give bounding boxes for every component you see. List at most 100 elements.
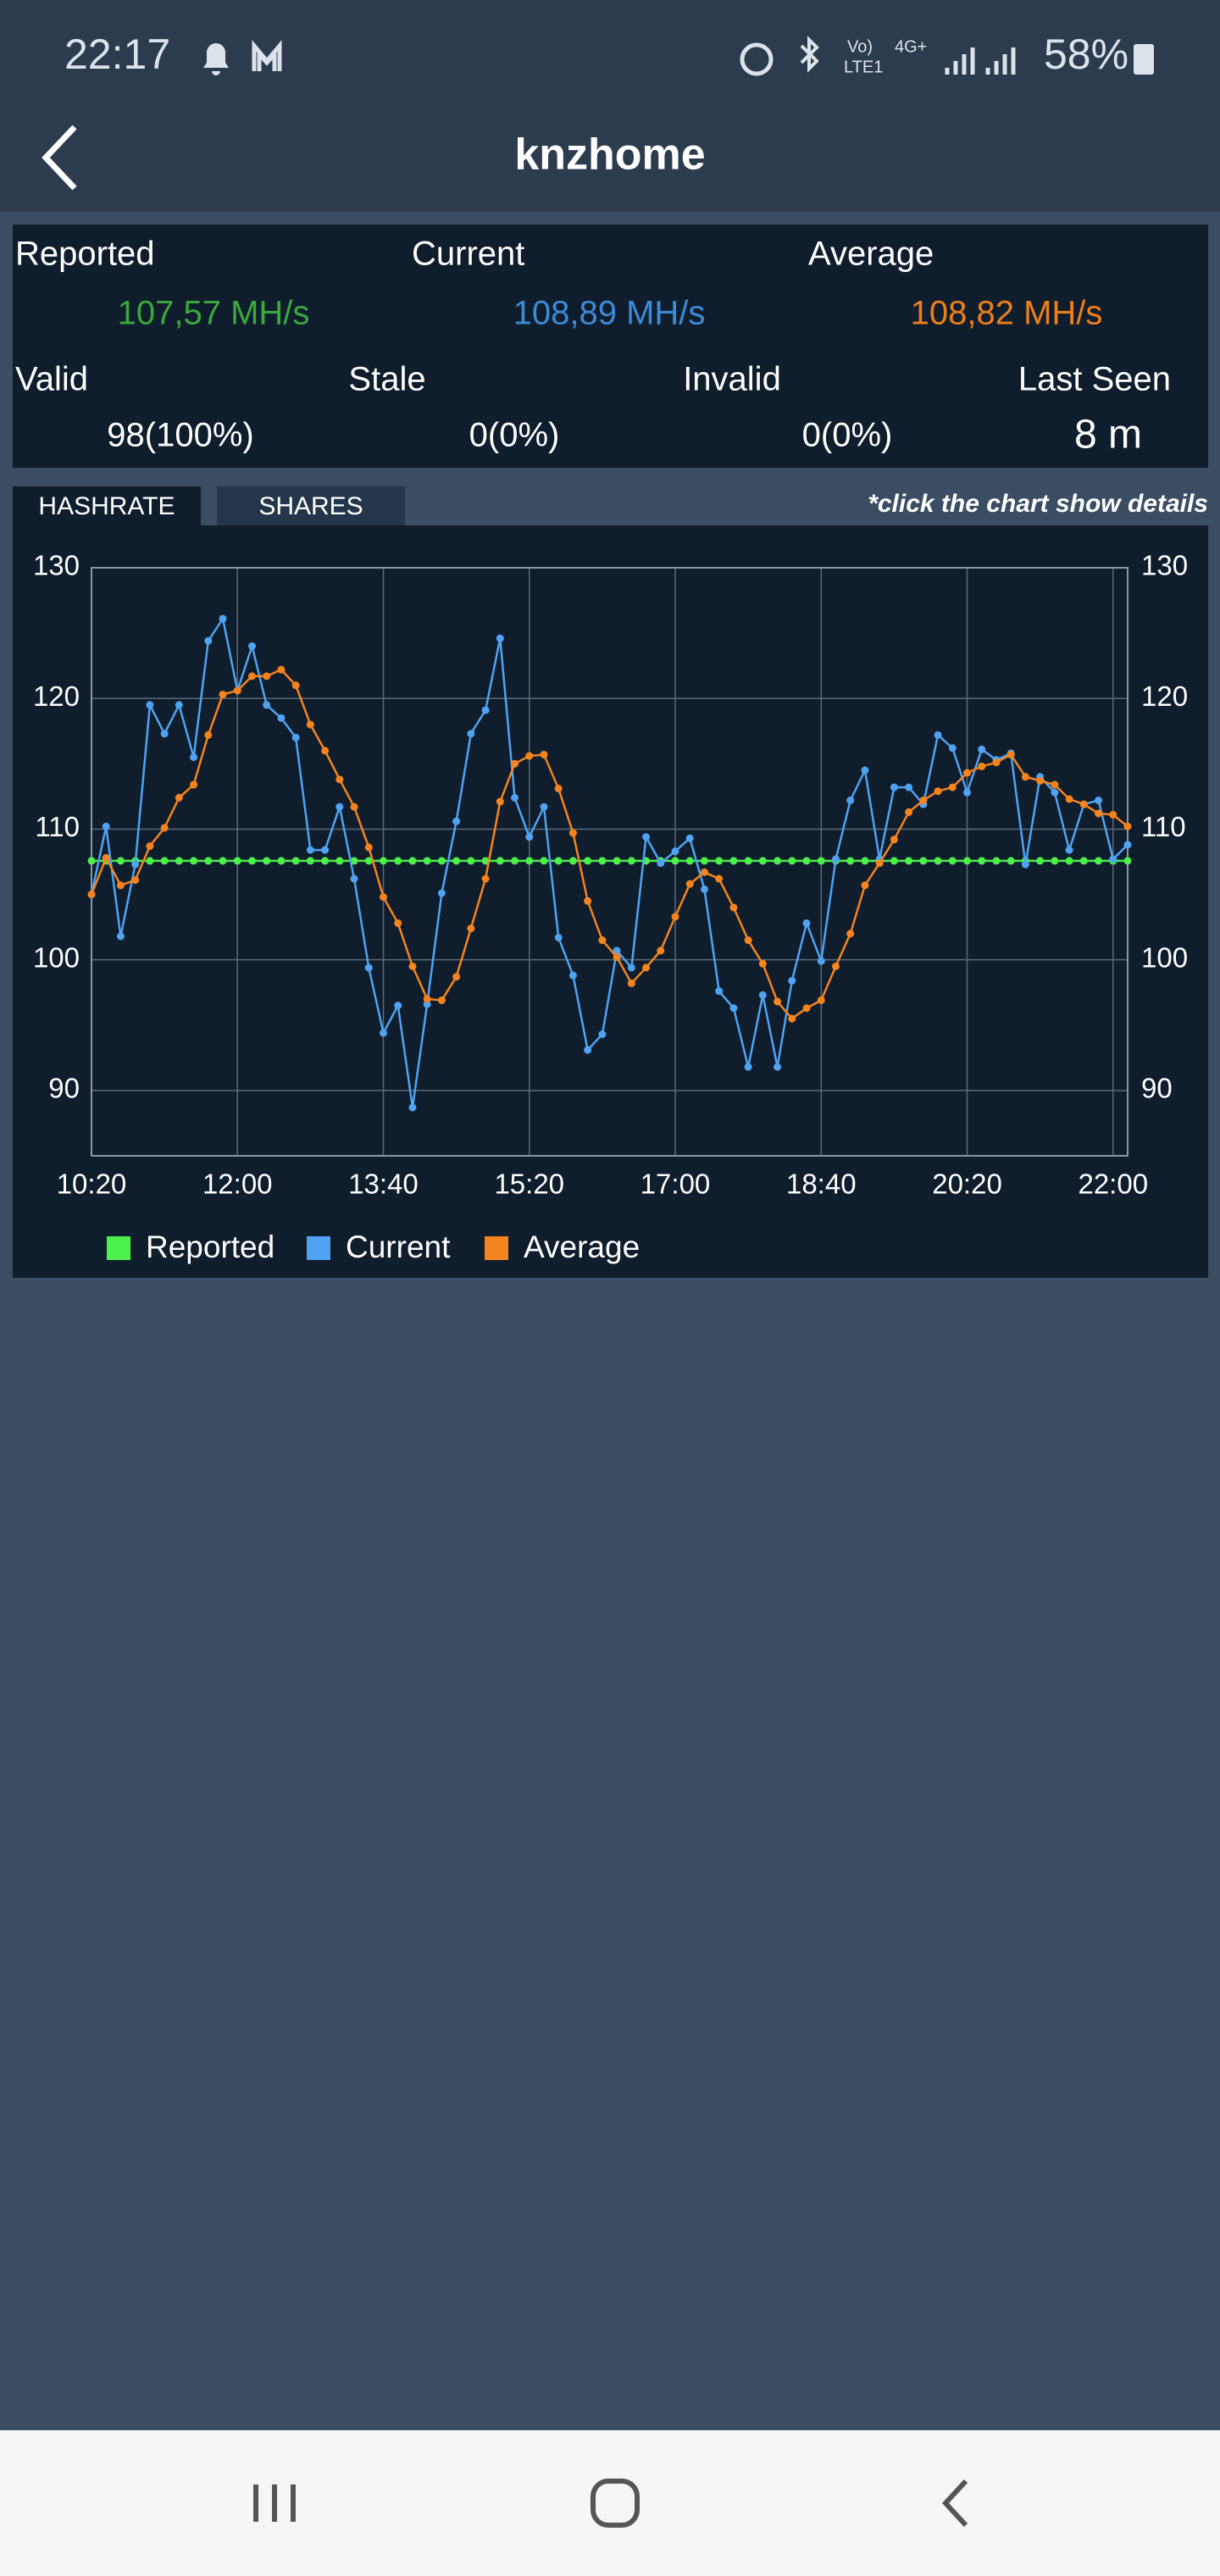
data-point <box>568 857 577 865</box>
data-point <box>394 1002 402 1010</box>
data-point <box>715 987 724 996</box>
data-point <box>452 973 461 981</box>
tab-hashrate[interactable] <box>13 486 201 529</box>
data-point <box>175 793 183 802</box>
tab-label[interactable]: HASHRATE <box>38 492 175 520</box>
data-point <box>934 730 942 739</box>
chart-panel[interactable] <box>13 525 1208 1278</box>
data-point <box>627 979 635 987</box>
data-point <box>613 947 621 955</box>
data-point <box>685 834 694 842</box>
data-point <box>263 857 271 865</box>
data-point <box>291 733 300 741</box>
data-point <box>963 769 972 777</box>
tab-shares[interactable] <box>217 486 405 525</box>
data-point <box>336 775 344 784</box>
x-tick-label: 15:20 <box>494 1169 564 1200</box>
data-point <box>1095 797 1103 805</box>
data-point <box>350 802 358 811</box>
data-point <box>861 881 869 890</box>
data-point <box>598 936 607 945</box>
data-point <box>671 847 679 856</box>
data-point <box>831 855 840 863</box>
data-point <box>963 857 972 865</box>
y2-tick-label: 100 <box>1141 941 1188 973</box>
data-point <box>160 857 169 865</box>
stat-label: Reported <box>15 236 155 273</box>
data-point <box>554 933 563 941</box>
data-point <box>817 996 825 1004</box>
stat-value: 0(0%) <box>802 417 893 454</box>
data-point <box>978 745 986 753</box>
data-point <box>934 787 942 796</box>
data-point <box>496 797 504 806</box>
data-point <box>729 903 738 912</box>
data-point <box>861 766 869 774</box>
data-point <box>437 889 446 897</box>
page-title: knzhome <box>514 130 705 180</box>
data-point <box>802 919 811 927</box>
data-point <box>437 857 446 865</box>
data-point <box>613 953 621 962</box>
y2-tick-label: 90 <box>1141 1073 1173 1104</box>
data-point <box>846 857 855 865</box>
data-point <box>1021 773 1029 781</box>
data-point <box>511 857 519 865</box>
data-point <box>875 859 884 868</box>
data-point <box>190 753 198 762</box>
data-point <box>831 962 840 970</box>
data-point <box>467 730 475 738</box>
data-point <box>992 857 1001 865</box>
data-point <box>1079 857 1088 865</box>
data-point <box>321 846 330 854</box>
data-point <box>364 843 373 852</box>
data-point <box>233 686 241 695</box>
x-tick-label: 18:40 <box>786 1169 857 1200</box>
legend-swatch <box>107 1236 130 1260</box>
data-point <box>598 857 607 865</box>
back-button[interactable] <box>42 125 77 191</box>
data-point <box>496 634 504 642</box>
data-point <box>774 1063 782 1071</box>
data-point <box>1006 751 1015 759</box>
chart[interactable]: 90 90 100 100 110 110 120 120 130 130 10:20 12:00 13… <box>33 550 1188 1264</box>
stat-label: Current <box>412 236 524 273</box>
battery-icon <box>1134 44 1154 75</box>
stat-label: Invalid <box>683 361 781 398</box>
data-point <box>627 963 635 972</box>
status-battery: 58% <box>1044 31 1128 78</box>
data-point <box>890 836 898 844</box>
data-point <box>380 857 388 865</box>
data-point <box>978 857 986 865</box>
y2-tick-label: 120 <box>1141 680 1188 712</box>
data-point <box>817 857 825 865</box>
stat-value: 8 m <box>1074 413 1142 458</box>
data-point <box>657 859 665 868</box>
stat-label: Last Seen <box>1018 361 1171 398</box>
home-button[interactable] <box>591 2479 640 2528</box>
tab-label[interactable]: SHARES <box>258 492 363 520</box>
nav-back-button[interactable] <box>941 2479 968 2528</box>
data-point <box>380 893 388 902</box>
data-point <box>700 885 708 893</box>
series-line <box>90 615 1128 1108</box>
x-tick-label: 10:20 <box>57 1169 127 1200</box>
recents-button[interactable] <box>253 2484 296 2522</box>
status-time: 22:17 <box>64 31 170 78</box>
data-point <box>204 857 213 865</box>
y2-tick-label: 110 <box>1141 811 1186 842</box>
data-point <box>934 857 942 865</box>
data-point <box>247 642 256 651</box>
data-point <box>774 997 782 1006</box>
data-point <box>291 857 300 865</box>
stat-label: Valid <box>15 361 88 398</box>
data-point <box>774 857 782 865</box>
data-point <box>729 1004 738 1013</box>
stats-panel <box>13 225 1208 468</box>
data-point <box>568 971 577 980</box>
data-point <box>1123 822 1132 830</box>
data-point <box>175 701 183 709</box>
data-point <box>948 783 957 791</box>
data-point <box>788 1014 796 1023</box>
